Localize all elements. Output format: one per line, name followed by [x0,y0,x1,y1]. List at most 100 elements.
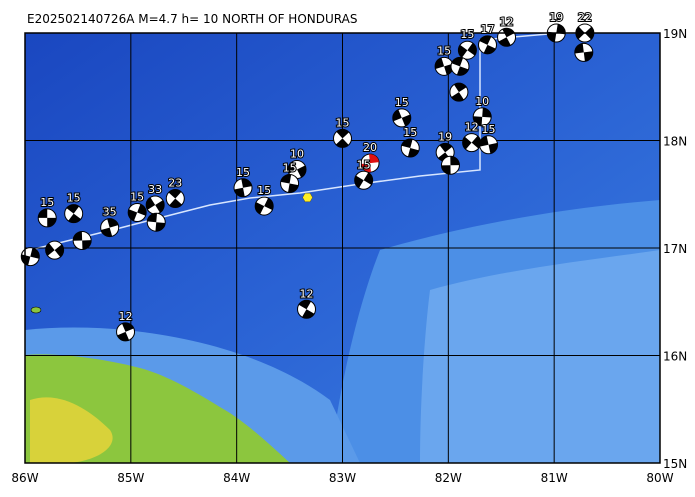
y-tick-label: 19N [663,27,687,41]
beachball [360,153,380,173]
depth-label: 15 [40,196,54,209]
ball-quadrant [335,129,350,148]
ball-quadrant [117,322,134,341]
depth-label: 15 [130,191,144,204]
ball-quadrant [287,161,306,178]
x-tick-label: 83W [329,471,356,485]
title: E202502140726A M=4.7 h= 10 NORTH OF HOND… [27,12,357,26]
ball-quadrant [298,300,315,319]
beachball [64,204,84,224]
depth-label: 12 [465,121,479,134]
ball-quadrant [280,174,299,193]
depth-label: 12 [300,287,314,300]
ball-quadrant [255,197,274,215]
beachball [449,82,469,102]
depth-label: 19 [549,11,563,24]
ball-quadrant [147,213,166,232]
ball-quadrant [392,109,411,127]
ball-quadrant [146,197,165,213]
depth-label: 15 [437,44,451,57]
ball-quadrant [168,189,182,208]
ball-quadrant [441,156,460,175]
x-tick-label: 84W [223,471,250,485]
epicenter [302,192,313,203]
beachball [497,27,517,47]
island [30,306,42,314]
x-tick-label: 82W [435,471,462,485]
beachball [333,128,352,148]
shelf [420,250,660,463]
beachball [450,56,470,76]
depth-label: 15 [403,126,417,139]
events [20,23,595,342]
ball-quadrant [234,178,252,197]
ball-quadrant [458,42,477,58]
beachball [477,35,497,55]
beachball [392,108,412,128]
depth-label: 12 [119,310,133,323]
depth-label: 20 [363,141,377,154]
x-tick-label: 86W [11,471,38,485]
depth-label: 15 [482,123,496,136]
ball-quadrant [73,231,92,250]
x-tick-label: 81W [541,471,568,485]
beachball [145,195,165,215]
depth-label: 10 [475,95,489,108]
beachball [233,178,253,198]
ball-quadrant [479,135,498,154]
depth-label: 15 [283,162,297,175]
ball-quadrant [45,243,64,258]
depth-label: 15 [336,116,350,129]
ball-quadrant [451,83,467,102]
beachball [297,299,317,319]
beachball [254,196,274,216]
ball-quadrant [574,43,593,62]
frame [24,32,661,464]
beachball [457,40,477,60]
beachball [146,212,166,232]
ball-quadrant [66,204,81,223]
beachball [472,107,492,127]
beachball [127,203,147,223]
beachball [45,240,65,260]
y-tick-label: 15N [663,457,687,471]
y-tick-label: 16N [663,350,687,364]
depth-label: 33 [148,183,162,196]
depth-label: 35 [103,206,117,219]
ball-quadrant [451,57,469,76]
beachball [479,135,499,155]
x-tick-label: 80W [646,471,673,485]
depth-label: 15 [395,96,409,109]
ball-quadrant [361,154,379,173]
beachball [354,170,374,190]
depth-label: 10 [290,148,304,161]
depth-label: 12 [500,15,514,28]
beachball [440,155,460,175]
depth-label: 23 [168,177,182,190]
ball-quadrant [473,107,492,126]
depth-label: 15 [257,184,271,197]
beachball [20,247,40,267]
beachball [37,208,57,228]
beachball [287,160,307,180]
beachball [72,230,92,250]
ball-quadrant [101,218,119,237]
depth-label: 19 [438,130,452,143]
ball-quadrant [401,139,419,158]
x-tick-label: 85W [117,471,144,485]
beachball [574,42,594,62]
highland [30,397,113,463]
ball-quadrant [38,208,57,227]
beachball [165,189,185,209]
ball-quadrant [479,35,496,54]
depth-label: 15 [67,192,81,205]
beachball [462,133,482,153]
ball-quadrant [435,57,454,75]
depth-label: 15 [236,166,250,179]
ball-quadrant [462,135,481,150]
y-tick-label: 18N [663,135,687,149]
beachball [100,218,120,238]
depth-label: 15 [357,158,371,171]
depth-label: 15 [460,28,474,41]
